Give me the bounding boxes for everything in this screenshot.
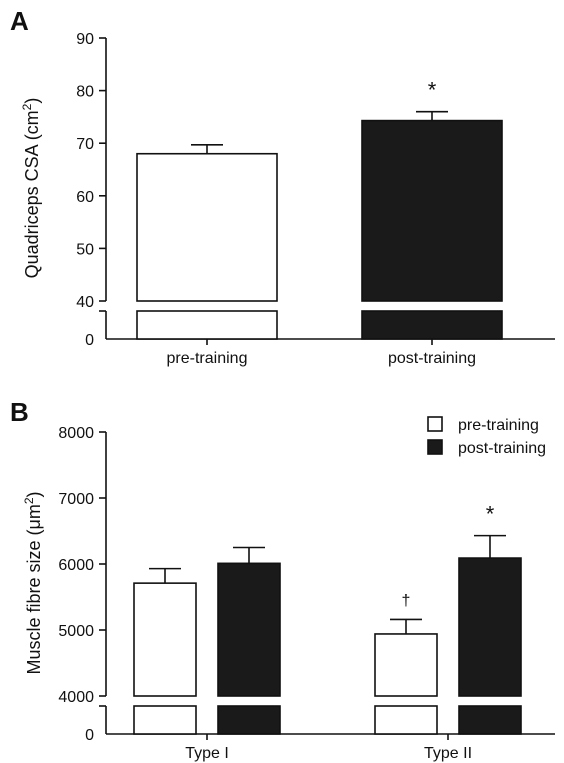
panel-b-bar-1-break-gap [216,697,282,705]
panel-a-y-tick-label: 80 [76,84,94,101]
panel-a-y-tick-label: 90 [76,31,94,48]
panel-b-y-tick-label: 7000 [58,491,94,508]
panel-b-bar-2-significance: † [402,592,411,609]
panel-b-x-labels: Type I Type II [185,734,472,762]
legend-label-pre: pre-training [458,417,539,434]
panel-b-x-tick-label: Type II [424,745,472,762]
panel-b-y-axis-title: Muscle fibre size (μm2) [22,491,44,674]
panel-b-bar-2-lower [374,705,438,735]
legend-swatch-pre [427,416,443,432]
panel-a-y-tick-label: 0 [85,332,94,349]
panel-a-x-labels: pre-training post-training [167,339,476,367]
legend: pre-training post-training [427,416,546,457]
panel-b-y-tick-label: 4000 [58,689,94,706]
panel-a-x-tick-label: post-training [388,350,476,367]
panel-b-label: B [10,397,29,427]
panel-a-bar-1-upper [361,119,503,302]
panel-b-bar-1-lower [217,705,281,735]
panel-b-bars: †* [132,502,523,735]
panel-b-bar-3-significance: * [486,502,495,527]
panel-b-bar-3-lower [458,705,522,735]
panel-a-y-tick-label: 50 [76,241,94,258]
panel-a-bar-0-break-gap [135,302,279,310]
panel-a-bar-0-lower [136,310,278,340]
panel-a-y-axis-title: Quadriceps CSA (cm2) [20,98,42,279]
panel-b-bar-3-upper [458,557,522,697]
panel-b: B Muscle fibre size (μm2) 0 4000 5000 6000 7… [10,397,555,762]
panel-a-y-tick-label: 60 [76,189,94,206]
panel-b-bar-0-upper [133,582,197,697]
panel-b-y-tick-label: 0 [85,727,94,744]
panel-a-label: A [10,6,29,36]
panel-a-bar-1-break-gap [360,302,504,310]
panel-b-bar-3-break-gap [457,697,523,705]
panel-a-x-tick-label: pre-training [167,350,248,367]
legend-swatch-post [427,439,443,455]
panel-a-bars: * [135,78,504,340]
panel-b-y-tick-label: 8000 [58,425,94,442]
panel-a-y-tick-label: 70 [76,136,94,153]
panel-a: A Quadriceps CSA (cm2) 0 40 50 60 70 80 90 * p… [10,6,555,367]
panel-b-bar-2-break-gap [373,697,439,705]
panel-b-x-tick-label: Type I [185,745,229,762]
panel-a-bar-0-upper [136,152,278,302]
panel-b-bar-1-upper [217,562,281,697]
panel-a-y-tick-label: 40 [76,294,94,311]
panel-b-bar-0-lower [133,705,197,735]
panel-b-y-tick-label: 6000 [58,557,94,574]
panel-a-bar-1-lower [361,310,503,340]
panel-a-bar-1-significance: * [428,78,437,103]
panel-b-y-tick-label: 5000 [58,623,94,640]
panel-b-bar-0-break-gap [132,697,198,705]
legend-label-post: post-training [458,440,546,457]
panel-b-bar-2-upper [374,633,438,697]
